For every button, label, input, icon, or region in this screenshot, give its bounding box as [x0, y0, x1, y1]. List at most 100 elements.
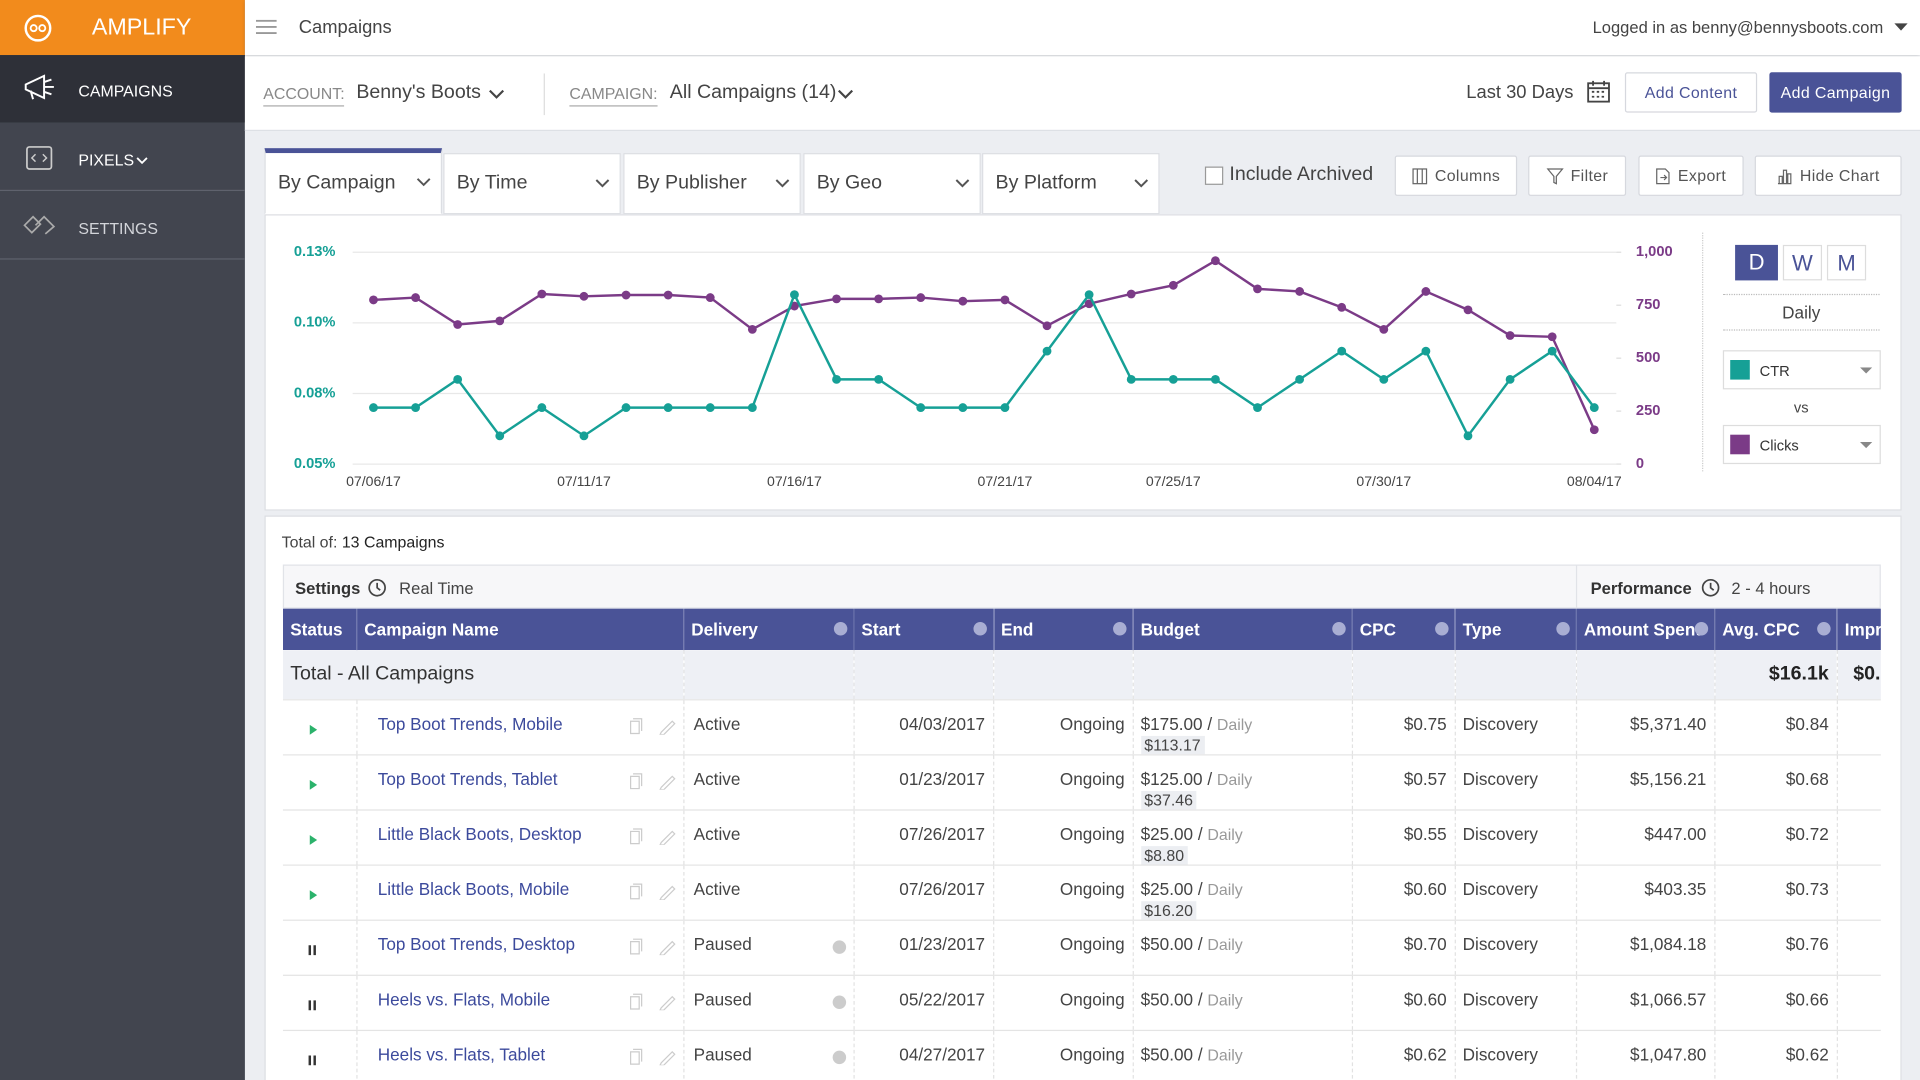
edit-icon[interactable]	[658, 940, 675, 955]
column-header[interactable]: End	[993, 608, 1134, 651]
metric-select[interactable]: CTR	[1722, 350, 1881, 390]
campaign-row[interactable]: Top Boot Trends, Mobile Active 04/03/2017 O…	[282, 699, 1881, 755]
copy-icon[interactable]	[629, 717, 642, 734]
play-icon[interactable]	[307, 778, 319, 790]
export-button[interactable]: Export	[1638, 155, 1744, 196]
tab[interactable]: By Geo	[803, 153, 981, 215]
campaign-row[interactable]: Heels vs. Flats, Tablet Paused 04/27/2017 O…	[282, 1029, 1881, 1080]
nav-settings[interactable]: SETTINGS	[0, 191, 245, 260]
copy-icon[interactable]	[629, 937, 642, 954]
period-button[interactable]: M	[1826, 244, 1867, 281]
tab[interactable]: By Time	[443, 153, 621, 215]
nav-campaigns[interactable]: CAMPAIGNS	[0, 55, 245, 123]
copy-icon[interactable]	[629, 993, 642, 1009]
edit-icon[interactable]	[658, 1050, 675, 1065]
copy-icon[interactable]	[629, 882, 642, 899]
menu-icon[interactable]	[255, 19, 277, 35]
calendar-icon[interactable]	[1587, 80, 1610, 103]
period-button[interactable]: W	[1782, 244, 1823, 281]
campaign-row[interactable]: Heels vs. Flats, Mobile Paused 05/22/2017 O…	[282, 974, 1881, 1031]
cell	[1132, 650, 1353, 700]
campaign-name[interactable]: Top Boot Trends, Tablet	[377, 768, 558, 788]
edit-icon[interactable]	[658, 995, 675, 1010]
copy-icon[interactable]	[629, 772, 642, 789]
metric-select[interactable]: Clicks	[1722, 424, 1881, 465]
column-header[interactable]: Impr	[1836, 608, 1881, 651]
play-icon[interactable]	[307, 888, 319, 900]
cpc: $0.55	[1403, 823, 1447, 844]
summary-count: 13 Campaigns	[341, 532, 445, 552]
column-header[interactable]: Type	[1454, 608, 1577, 651]
campaign-name[interactable]: Top Boot Trends, Desktop	[377, 933, 576, 954]
metric-name: Clicks	[1759, 437, 1799, 455]
column-header[interactable]: Start	[853, 608, 994, 651]
filter-button[interactable]: Filter	[1528, 155, 1627, 196]
budget-period: Daily	[1216, 769, 1253, 788]
copy-icon[interactable]	[629, 1048, 642, 1065]
edit-icon[interactable]	[658, 774, 675, 790]
add-content-button[interactable]: Add Content	[1624, 72, 1758, 113]
cell: Heels vs. Flats, Mobile	[356, 974, 684, 1031]
delivery: Active	[693, 823, 741, 844]
column-header[interactable]: Amount Spent	[1575, 608, 1715, 651]
campaign-name[interactable]: Little Black Boots, Desktop	[377, 823, 582, 844]
brand-bar[interactable]: AMPLIFY	[0, 0, 245, 56]
nav-pixels[interactable]: PIXELS	[0, 122, 245, 192]
account-select[interactable]: Benny's Boots	[356, 82, 481, 103]
add-campaign-button[interactable]: Add Campaign	[1769, 72, 1902, 113]
cell: $125.00 / Daily $37.46	[1132, 754, 1353, 811]
campaign-name[interactable]: Heels vs. Flats, Mobile	[377, 988, 551, 1009]
edit-icon[interactable]	[658, 829, 675, 845]
divider	[1702, 232, 1704, 472]
campaign-name[interactable]: Little Black Boots, Mobile	[377, 878, 570, 899]
pause-icon[interactable]	[307, 1054, 319, 1066]
cell: $0.76	[1714, 919, 1838, 976]
row-actions[interactable]	[626, 1048, 675, 1065]
period-button[interactable]: D	[1735, 244, 1778, 281]
hide-chart-button[interactable]: Hide Chart	[1754, 155, 1902, 196]
tab[interactable]: By Campaign	[264, 148, 443, 215]
copy-icon[interactable]	[629, 827, 642, 844]
campaign-name[interactable]: Heels vs. Flats, Tablet	[377, 1043, 546, 1064]
campaign-row[interactable]: Little Black Boots, Mobile Active 07/26/20…	[282, 864, 1881, 921]
edit-icon[interactable]	[658, 719, 675, 735]
campaign-select[interactable]: All Campaigns (14)	[669, 82, 837, 103]
amount-spent: $5,371.40	[1630, 713, 1707, 733]
column-header[interactable]: Avg. CPC	[1714, 608, 1838, 651]
row-actions[interactable]	[626, 882, 675, 900]
campaign-row[interactable]: Little Black Boots, Desktop Active 07/26/2…	[282, 809, 1881, 866]
column-header[interactable]: Delivery	[683, 608, 855, 651]
campaign-table: Status Campaign Name Delivery Start End Budge…	[282, 608, 1881, 1080]
row-actions[interactable]	[626, 772, 675, 790]
end-date: Ongoing	[1059, 1043, 1125, 1064]
user-info[interactable]: Logged in as benny@bennysboots.com	[1592, 18, 1884, 37]
row-actions[interactable]	[626, 992, 675, 1010]
columns-button[interactable]: Columns	[1394, 155, 1518, 196]
tab[interactable]: By Publisher	[623, 153, 801, 215]
row-actions[interactable]	[626, 937, 675, 955]
pause-icon[interactable]	[307, 943, 319, 955]
campaign-row[interactable]: Top Boot Trends, Desktop Paused 01/23/2017…	[282, 919, 1881, 976]
total-avg-cpc: $0.73	[1853, 663, 1881, 685]
cell: Ongoing	[993, 754, 1134, 811]
date-range[interactable]: Last 30 Days	[1466, 82, 1574, 103]
play-icon[interactable]	[307, 833, 319, 845]
tab[interactable]: By Platform	[982, 153, 1160, 215]
include-archived-label[interactable]: Include Archived	[1229, 164, 1374, 185]
column-header[interactable]: CPC	[1351, 608, 1456, 651]
column-header[interactable]: Campaign Name	[356, 608, 684, 651]
campaign-row[interactable]: Top Boot Trends, Tablet Active 01/23/2017 O…	[282, 754, 1881, 811]
table-meta	[282, 564, 1881, 609]
campaign-name[interactable]: Top Boot Trends, Mobile	[377, 713, 563, 733]
cell: Paused	[683, 974, 855, 1031]
pause-icon[interactable]	[307, 999, 319, 1011]
checkbox[interactable]	[1204, 166, 1224, 185]
row-actions[interactable]	[626, 717, 675, 735]
column-header[interactable]: Budget	[1132, 608, 1353, 651]
row-actions[interactable]	[626, 827, 675, 845]
play-icon[interactable]	[307, 723, 319, 735]
cell: Discovery	[1454, 699, 1577, 755]
budget-sep: /	[1197, 988, 1203, 1009]
column-header[interactable]: Status	[282, 608, 357, 651]
edit-icon[interactable]	[658, 885, 675, 900]
